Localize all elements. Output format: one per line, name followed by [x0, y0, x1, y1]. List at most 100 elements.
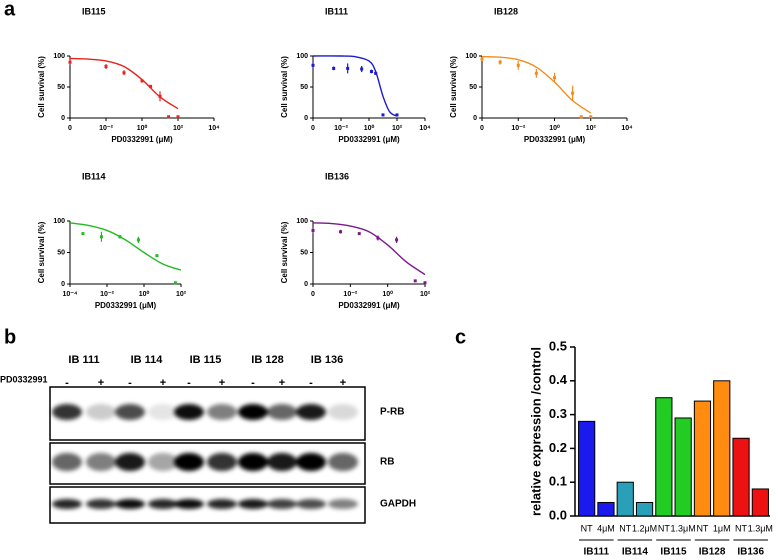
bar — [616, 481, 634, 517]
x-tick-label: 1.2μM — [632, 523, 657, 533]
data-point — [311, 63, 315, 67]
data-point — [423, 281, 427, 285]
group-label: IB115 — [660, 547, 687, 558]
blot-band — [296, 453, 326, 471]
y-tick-label: 100 — [53, 218, 65, 225]
condition-label: + — [98, 377, 104, 389]
x-tick-label: 10² — [173, 125, 184, 132]
data-point — [332, 66, 336, 70]
x-tick-label: 10⁴ — [419, 125, 431, 132]
data-point — [81, 232, 85, 236]
row-label: P-RB — [380, 407, 404, 418]
y-tick-label: 100 — [465, 53, 477, 60]
chart-title: IB136 — [325, 171, 349, 181]
x-tick-label: 4μM — [597, 523, 615, 533]
y-tick-label: 50 — [300, 249, 308, 256]
blot-band — [296, 404, 326, 420]
bar — [578, 420, 596, 517]
x-tick-label: 10⁴ — [621, 125, 633, 132]
blot-band — [115, 453, 145, 471]
blot-band — [52, 404, 82, 420]
bar — [732, 437, 750, 517]
condition-label: + — [219, 377, 225, 389]
y-tick-label: 100 — [53, 53, 65, 60]
fit-curve — [312, 55, 398, 117]
x-tick-label: 10² — [392, 125, 403, 132]
bar — [713, 380, 731, 517]
y-tick-label: 0.2 — [549, 440, 567, 455]
y-axis-label: Cell survival (%) — [37, 221, 46, 283]
blot-band — [174, 499, 204, 509]
blot-band — [238, 453, 268, 471]
group-label: IB114 — [622, 547, 649, 558]
x-tick-label: NT — [619, 523, 631, 533]
blot-band — [174, 404, 204, 420]
chart-title: IB114 — [82, 171, 106, 181]
blot-band — [174, 453, 204, 471]
x-tick-label: 10² — [176, 291, 187, 298]
blot-band — [328, 453, 358, 471]
x-tick-label: 10⁰ — [364, 124, 375, 132]
data-point — [589, 115, 593, 119]
x-axis-label: PD0332991 (μM) — [338, 135, 400, 144]
x-tick-label: 1μM — [713, 523, 731, 533]
blot-band — [296, 499, 326, 509]
data-point — [579, 115, 583, 119]
y-axis-label: relative expression /control — [528, 347, 543, 516]
data-point — [553, 76, 556, 80]
condition-label: - — [128, 377, 132, 389]
chart-title: IB111 — [325, 6, 348, 16]
x-tick-label: 10² — [586, 125, 597, 132]
chart-title: IB115 — [82, 6, 106, 16]
panel-label: c — [455, 326, 466, 348]
data-point — [498, 60, 502, 64]
x-tick-label: 10⁻² — [511, 125, 525, 132]
x-tick-label: 10⁴ — [208, 125, 220, 132]
data-point — [480, 57, 484, 61]
condition-label: - — [251, 377, 255, 389]
blot-band — [328, 404, 358, 420]
group-label: IB136 — [737, 547, 764, 558]
y-tick-label: 100 — [296, 53, 308, 60]
x-tick-label: 10⁰ — [137, 124, 148, 132]
blot-band — [207, 499, 237, 509]
blot-band — [52, 453, 82, 471]
x-tick-label: 0 — [311, 291, 315, 298]
treatment-label: PD0332991 — [0, 374, 48, 384]
blot-band — [148, 499, 178, 509]
data-point — [176, 115, 180, 119]
blot-band — [267, 404, 297, 420]
condition-label: - — [65, 377, 69, 389]
fit-curve — [312, 222, 426, 276]
fit-curve — [69, 222, 182, 271]
data-point — [122, 71, 126, 75]
blot-band — [267, 499, 297, 509]
x-tick-label: NT — [735, 523, 747, 533]
blot-band — [207, 404, 237, 420]
x-tick-label: 10⁻² — [343, 291, 357, 298]
x-tick-label: 0 — [68, 125, 72, 132]
x-tick-label: 10⁻² — [99, 125, 113, 132]
y-tick-label: 0.3 — [549, 406, 567, 421]
condition-label: - — [187, 377, 191, 389]
cell-line-label: IB 136 — [311, 354, 343, 366]
data-point — [140, 79, 144, 83]
group-label: IB128 — [699, 547, 726, 558]
blot-band — [267, 453, 297, 471]
cell-line-label: IB 128 — [251, 354, 283, 366]
data-point — [104, 65, 108, 69]
data-point — [99, 235, 103, 239]
blot-band — [148, 404, 178, 420]
fit-curve — [69, 57, 179, 110]
x-tick-label: NT — [581, 523, 593, 533]
cell-line-label: IB 114 — [131, 354, 164, 366]
x-axis-label: PD0332991 (μM) — [95, 301, 157, 310]
chart-title: IB128 — [494, 6, 518, 16]
condition-label: + — [340, 377, 346, 389]
data-point — [534, 71, 538, 75]
y-tick-label: 0 — [304, 115, 308, 122]
x-axis-label: PD0332991 (μM) — [111, 135, 173, 144]
data-point — [339, 230, 343, 234]
data-point — [158, 94, 162, 98]
